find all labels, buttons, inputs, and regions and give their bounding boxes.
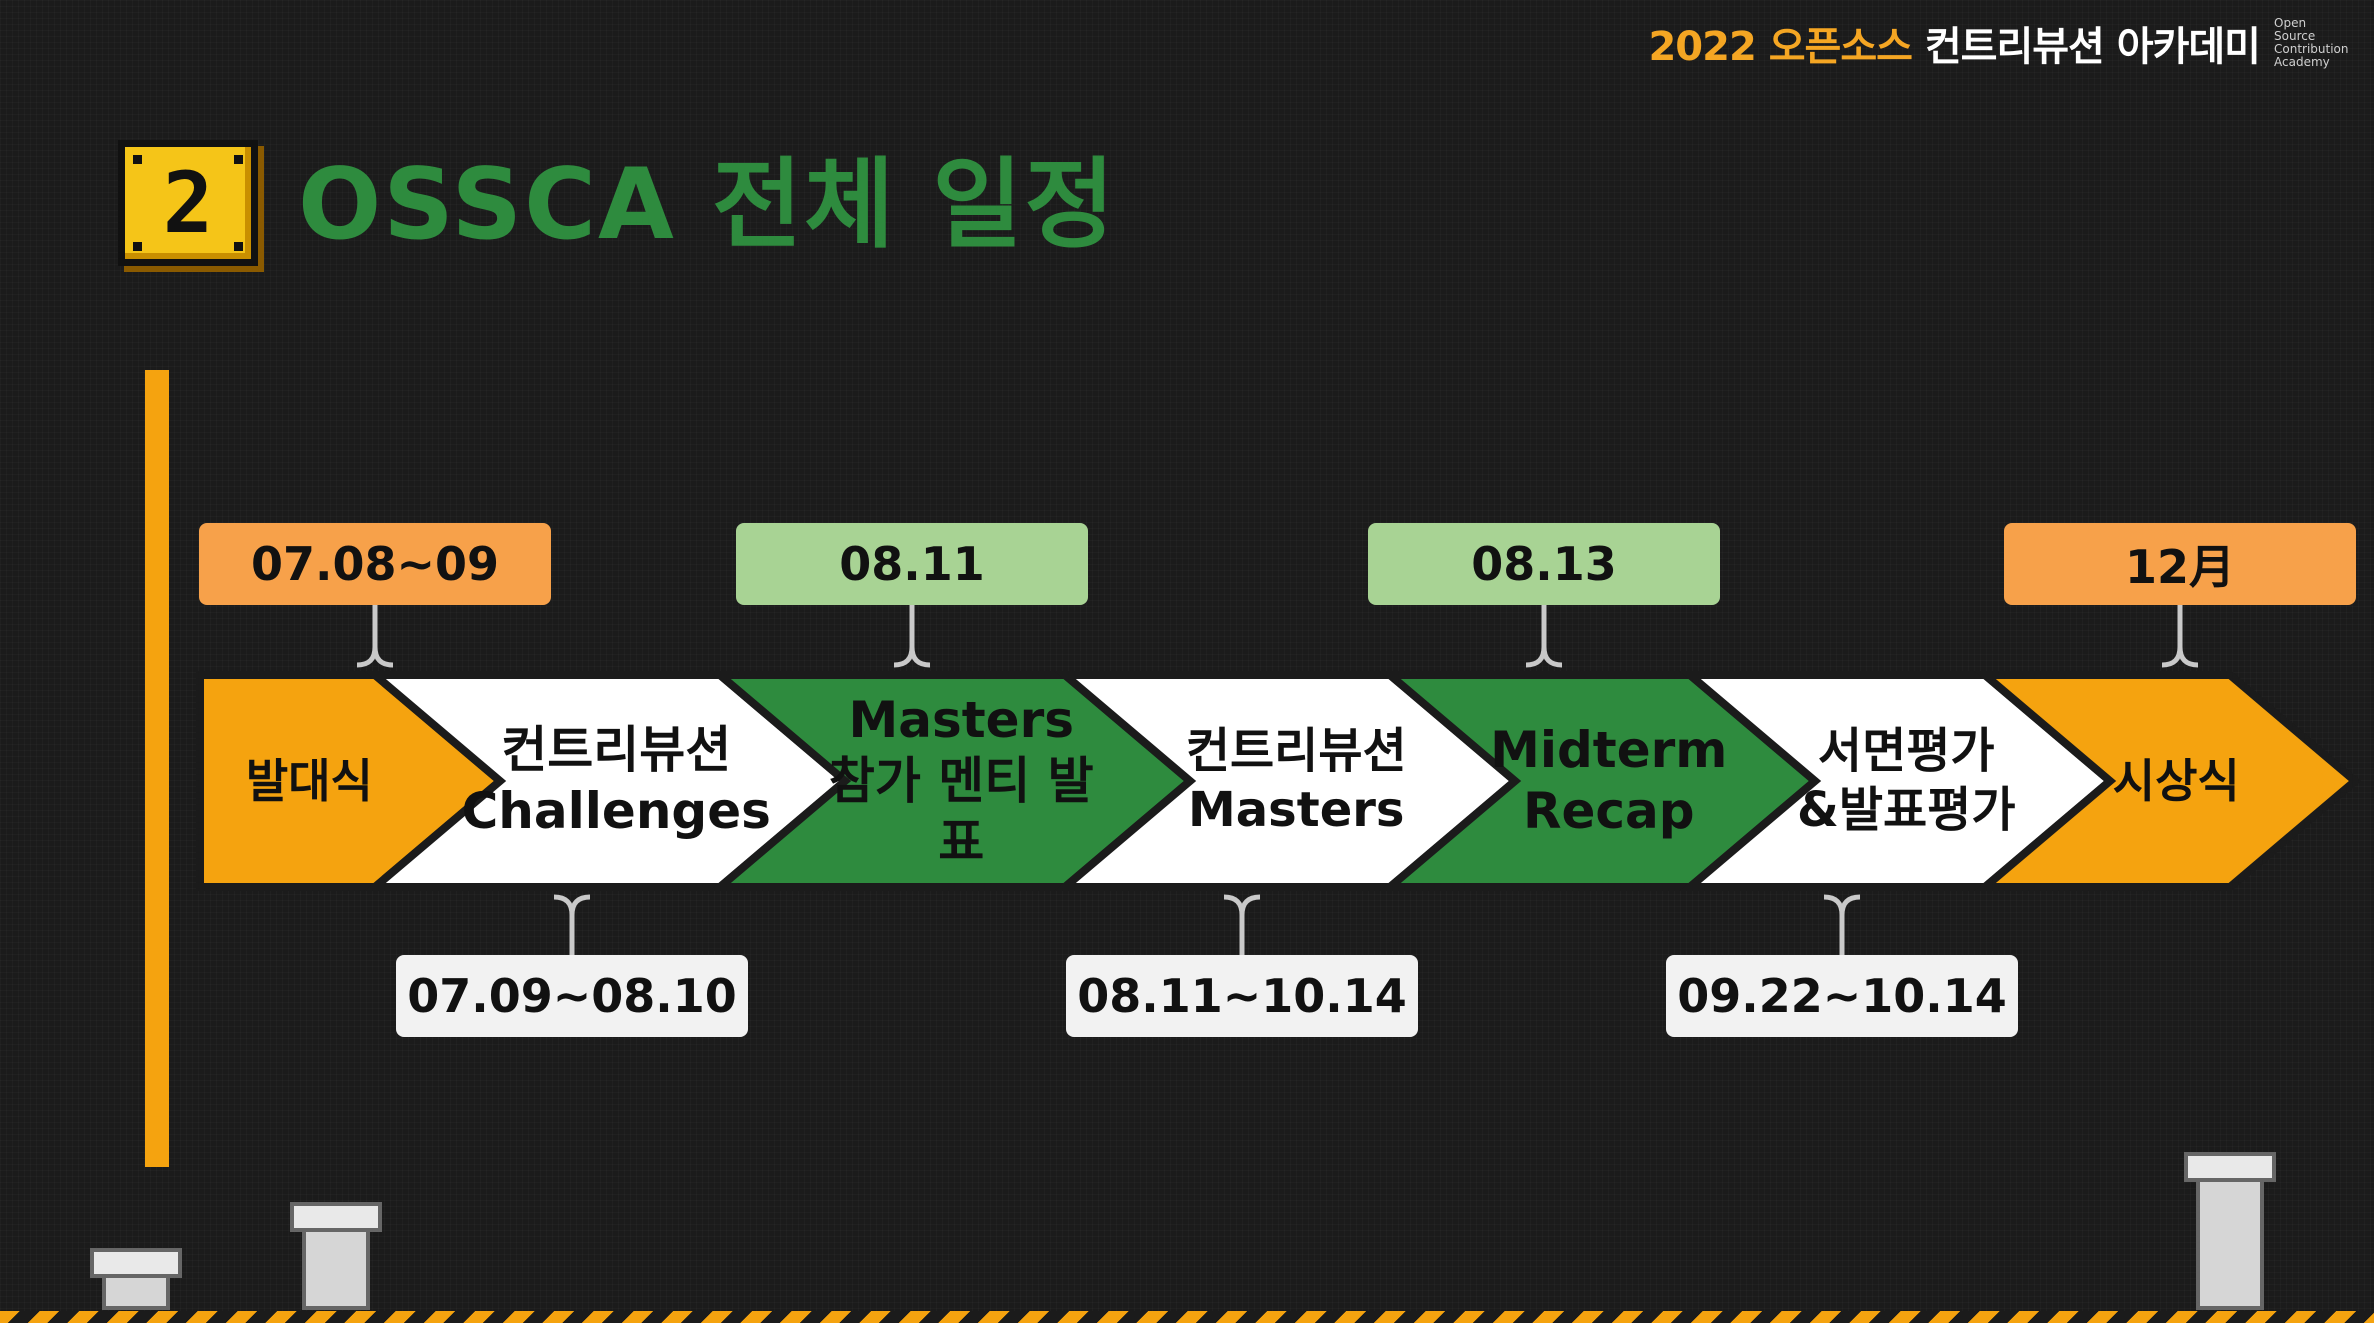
brand-english: Open Source Contribution Academy bbox=[2274, 16, 2349, 69]
bottom-date-pill: 08.11~10.14 bbox=[1066, 955, 1418, 1037]
page-title: OSSCA 전체 일정 bbox=[298, 148, 1117, 262]
bottom-date-pill: 07.09~08.10 bbox=[396, 955, 748, 1037]
top-date-pill: 08.11 bbox=[736, 523, 1088, 605]
timeline-connector bbox=[356, 605, 394, 668]
timeline-stage-label: 시상식 bbox=[2112, 753, 2240, 808]
timeline-connectors bbox=[356, 605, 2199, 955]
brand-header: 2022 오픈소스 컨트리뷰션 아카데미 Open Source Contrib… bbox=[1648, 8, 2349, 78]
top-date-pill: 12月 bbox=[2004, 523, 2356, 605]
timeline-stage-label: Midterm Recap bbox=[1490, 721, 1728, 840]
timeline-chevrons bbox=[196, 671, 2362, 891]
ground-stripe bbox=[0, 1311, 2374, 1323]
question-block-icon: 2 bbox=[118, 140, 258, 266]
timeline-stage-label: 컨트리뷰션 Challenges bbox=[461, 721, 771, 840]
timeline-connector bbox=[1223, 894, 1261, 955]
timeline-stage-label: 컨트리뷰션 Masters bbox=[1185, 723, 1407, 838]
brand-year: 2022 bbox=[1648, 24, 1756, 70]
bottom-date-pill: 09.22~10.14 bbox=[1666, 955, 2018, 1037]
timeline-connector bbox=[1525, 605, 1563, 668]
timeline-stage-label: 서면평가 &발표평가 bbox=[1797, 723, 2016, 838]
brand-kr-orange: 오픈소스 bbox=[1768, 24, 1913, 70]
timeline-stage-label: Masters 참가 멘티 발표 bbox=[828, 690, 1094, 871]
pipe-icon bbox=[2184, 1152, 2276, 1310]
timeline-connector bbox=[893, 605, 931, 668]
timeline-connector bbox=[2161, 605, 2199, 668]
vertical-accent-bar bbox=[145, 370, 169, 1167]
timeline-connector bbox=[1823, 894, 1861, 955]
brand-kr-white: 컨트리뷰션 아카데미 bbox=[1924, 24, 2261, 70]
timeline-stage-chevron bbox=[1974, 671, 2362, 891]
timeline-stage-label: 발대식 bbox=[245, 753, 373, 808]
timeline-connector bbox=[553, 894, 591, 955]
top-date-pill: 08.13 bbox=[1368, 523, 1720, 605]
section-number: 2 bbox=[162, 154, 214, 252]
top-date-pill: 07.08~09 bbox=[199, 523, 551, 605]
pipe-icon bbox=[290, 1202, 382, 1310]
brand-title: 2022 오픈소스 컨트리뷰션 아카데미 bbox=[1648, 14, 2261, 72]
pipe-icon bbox=[90, 1248, 182, 1310]
